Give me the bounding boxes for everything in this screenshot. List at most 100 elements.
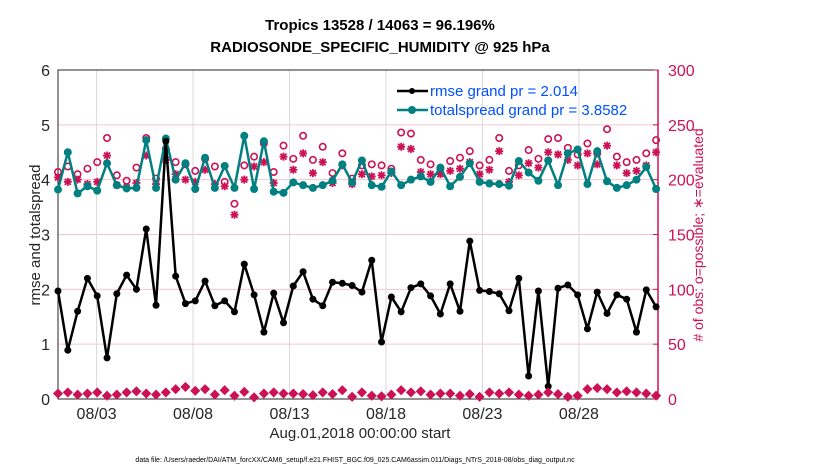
rmse-point (83, 274, 91, 282)
rmse-point (172, 272, 180, 280)
right-y-tick-label: 0 (668, 392, 677, 409)
rmse-point (64, 346, 72, 354)
obs-count-marker (582, 384, 593, 395)
chart-title: Tropics 13528 / 14063 = 96.196% (265, 17, 495, 34)
totalspread-point (416, 172, 425, 181)
totalspread-point (83, 182, 92, 191)
totalspread-point (426, 177, 435, 186)
obs-count-marker (503, 387, 515, 398)
obs-possible-point (652, 136, 661, 145)
rmse-point (123, 271, 131, 279)
obs-possible-point (554, 133, 563, 142)
obs-possible-point (406, 129, 415, 138)
obs-count-marker (92, 387, 103, 398)
obs-count-marker (337, 385, 348, 396)
totalspread-point (93, 186, 102, 195)
totalspread-point (632, 175, 641, 184)
obs-possible-point (338, 149, 347, 158)
obs-count-marker (366, 390, 377, 401)
obs-possible-point (377, 161, 386, 170)
obs-possible-point (210, 162, 219, 171)
totalspread-point (495, 180, 504, 189)
totalspread-point (338, 160, 347, 169)
rmse-point (642, 286, 650, 294)
rmse-point (162, 137, 170, 145)
rmse-point (152, 301, 160, 309)
obs-count-marker (278, 388, 289, 399)
obs-possible-point (83, 164, 92, 173)
totalspread-point (534, 176, 543, 185)
totalspread-point (240, 131, 249, 140)
obs-possible-point (524, 146, 533, 155)
rmse-point (515, 274, 523, 282)
obs-evaluated-point (514, 171, 523, 180)
tick-labels: 0 1 2 3 4 5 6 08/03 08/08 08/13 08/18 08/23 08/28 (41, 63, 599, 423)
rmse-point (564, 281, 572, 289)
y-tick-label: 6 (41, 63, 50, 80)
y-axis-label: rmse and totalspread (27, 165, 44, 306)
rmse-point (221, 297, 229, 305)
rmse-point (368, 256, 376, 264)
obs-evaluated-point (318, 158, 327, 167)
rmse-point (358, 288, 366, 296)
totalspread-point (406, 175, 415, 184)
totalspread-point (455, 172, 464, 181)
obs-count-marker (435, 388, 446, 399)
totalspread-point (142, 136, 151, 145)
rmse-point (446, 280, 454, 288)
y-axis-right-label: # of obs: o=possible; ∗=evaluated (690, 128, 706, 341)
totalspread-point (152, 183, 161, 192)
totalspread-point (279, 188, 288, 197)
obs-count-marker (209, 389, 220, 400)
obs-count-marker (190, 385, 201, 396)
totalspread-point (269, 187, 278, 196)
obs-count-marker (72, 389, 83, 400)
totalspread-point (583, 180, 592, 189)
rmse-point (260, 328, 268, 336)
x-tick-label: 08/28 (559, 406, 599, 423)
obs-count-marker (651, 390, 662, 401)
rmse-point (397, 308, 405, 316)
obs-count-marker (62, 387, 73, 398)
obs-possible-point (308, 155, 317, 164)
rmse-point (417, 280, 425, 288)
legend-rmse-marker (409, 88, 415, 94)
obs-count-marker (562, 391, 573, 402)
obs-count-marker (82, 388, 93, 399)
totalspread-point (642, 163, 651, 172)
rmse-point (427, 292, 435, 300)
rmse-point (191, 297, 199, 305)
chart-subtitle: RADIOSONDE_SPECIFIC_HUMIDITY @ 925 hPa (210, 39, 550, 56)
rmse-point (54, 287, 62, 295)
rmse-point (485, 288, 493, 296)
obs-count-marker (111, 389, 122, 400)
obs-evaluated-point (289, 165, 298, 174)
totalspread-point (230, 183, 239, 192)
rmse-point (338, 279, 346, 287)
right-y-tick-label: 250 (668, 118, 695, 135)
obs-possible-point (505, 166, 514, 175)
footnote: data file: /Users/raeder/DAI/ATM_forcXX/… (135, 457, 575, 464)
obs-possible-point (612, 152, 621, 161)
obs-count-marker (572, 390, 583, 401)
obs-possible-point (289, 154, 298, 163)
obs-evaluated-point (397, 142, 406, 151)
legend-totalspread-marker (408, 106, 416, 114)
obs-evaluated-point (603, 141, 612, 150)
totalspread-point (485, 179, 494, 188)
obs-count-marker (288, 388, 299, 399)
totalspread-point (328, 176, 337, 185)
totalspread-point (603, 177, 612, 186)
totalspread-point (612, 183, 621, 192)
totalspread-point (122, 184, 131, 193)
obs-evaluated-point (485, 165, 494, 174)
obs-possible-point (544, 135, 553, 144)
totalspread-point (514, 157, 523, 166)
y-tick-label: 0 (41, 392, 50, 409)
rmse-point (348, 281, 356, 289)
totalspread-point (544, 156, 553, 165)
totalspread-point (318, 181, 327, 190)
obs-evaluated-point (573, 161, 582, 170)
rmse-point (93, 292, 101, 300)
totalspread-point (367, 181, 376, 190)
